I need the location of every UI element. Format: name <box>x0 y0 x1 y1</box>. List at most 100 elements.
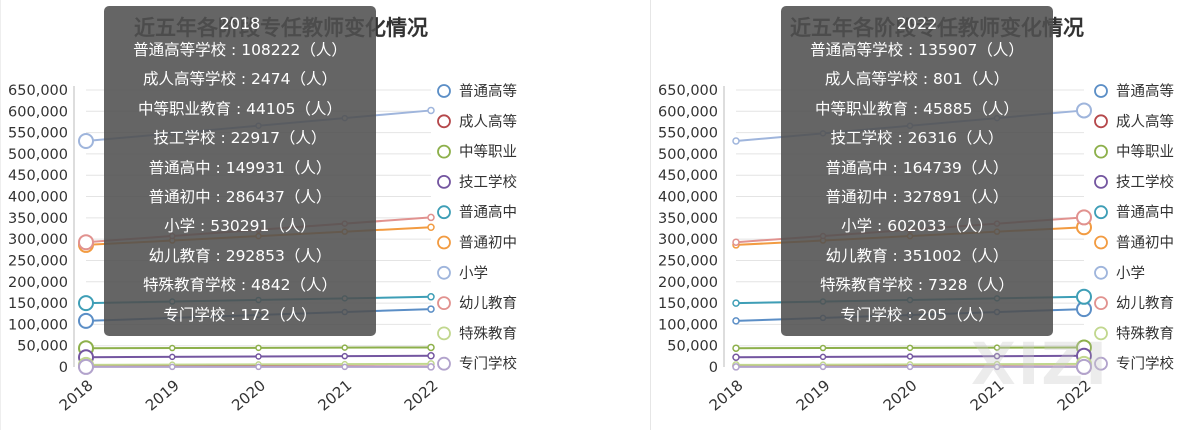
legend-label: 小学 <box>1116 265 1145 282</box>
y-tick-label: 250,000 <box>8 253 68 269</box>
data-point <box>732 353 740 361</box>
legend-label: 专门学校 <box>1116 356 1174 373</box>
data-point <box>78 133 94 150</box>
tooltip-row: 幼儿教育 : 351002（人） <box>825 246 1009 265</box>
y-tick-label: 0 <box>59 360 68 376</box>
data-point <box>427 223 435 232</box>
tooltip-row: 普通初中 : 286437（人） <box>148 188 332 207</box>
data-point <box>732 317 740 325</box>
legend-label: 幼儿教育 <box>459 295 517 312</box>
data-point <box>78 295 94 312</box>
tooltip-row: 普通高中 : 164739（人） <box>825 158 1009 177</box>
legend-marker <box>1094 265 1108 280</box>
legend-marker <box>1094 296 1108 311</box>
data-point <box>1076 209 1092 226</box>
y-tick-label: 150,000 <box>8 296 68 312</box>
data-point <box>819 353 827 361</box>
y-tick-label: 100,000 <box>8 317 68 333</box>
data-point <box>169 353 176 361</box>
legend-marker <box>437 356 451 371</box>
legend-label: 普通高等 <box>1116 82 1174 100</box>
legend-marker <box>1094 205 1108 220</box>
data-point <box>427 352 435 360</box>
y-tick-label: 350,000 <box>658 211 718 227</box>
legend-marker <box>437 144 451 159</box>
legend-marker <box>1094 326 1108 341</box>
y-tick-label: 450,000 <box>658 168 718 184</box>
data-point <box>341 352 348 360</box>
x-tick-label: 2019 <box>142 376 183 414</box>
x-tick-label: 2019 <box>793 376 834 414</box>
x-tick-label: 2021 <box>314 376 355 414</box>
data-point <box>78 312 94 329</box>
y-tick-label: 50,000 <box>667 339 718 355</box>
y-tick-label: 350,000 <box>8 211 68 227</box>
tooltip-row: 普通高中 : 149931（人） <box>148 158 332 177</box>
legend-label: 技工学校 <box>459 174 517 191</box>
y-tick-label: 550,000 <box>658 126 718 142</box>
tooltip-year: 2018 <box>219 14 261 33</box>
legend-marker <box>437 84 451 98</box>
data-point <box>341 344 348 351</box>
y-tick-label: 650,000 <box>658 83 718 99</box>
legend-marker <box>437 174 451 189</box>
y-tick-label: 300,000 <box>8 232 68 248</box>
legend-label: 幼儿教育 <box>1116 295 1174 312</box>
tooltip-row: 技工学校 : 26316（人） <box>830 129 1004 148</box>
data-point <box>1076 102 1092 119</box>
legend-label: 中等职业 <box>1116 143 1174 161</box>
data-point <box>1076 358 1092 375</box>
legend-label: 技工学校 <box>1116 174 1174 191</box>
data-point <box>427 213 435 222</box>
legend-label: 特殊教育 <box>459 325 517 342</box>
data-point <box>169 344 176 352</box>
y-tick-label: 100,000 <box>658 317 718 333</box>
legend-label: 成人高等 <box>1116 112 1174 130</box>
legend-marker <box>437 296 451 311</box>
y-tick-label: 50,000 <box>17 339 68 355</box>
data-point <box>993 344 1001 351</box>
tooltip-row: 幼儿教育 : 292853（人） <box>148 246 332 265</box>
tooltip-row: 中等职业教育 : 45885（人） <box>815 99 1019 118</box>
legend-marker <box>1094 174 1108 189</box>
data-point <box>427 305 435 313</box>
tooltip-row: 专门学校 : 172（人） <box>163 305 317 324</box>
tooltip-row: 成人高等学校 : 2474（人） <box>142 70 338 89</box>
data-point <box>427 343 435 352</box>
legend-marker <box>1094 235 1108 250</box>
tooltip-row: 小学 : 530291（人） <box>164 217 316 236</box>
legend-marker <box>1094 114 1108 129</box>
y-tick-label: 650,000 <box>8 83 68 99</box>
data-point <box>255 344 262 352</box>
x-tick-label: 2020 <box>228 376 269 414</box>
legend-label: 中等职业 <box>459 143 517 161</box>
data-point <box>78 358 94 375</box>
legend-marker <box>437 235 451 250</box>
data-point <box>732 363 740 371</box>
tooltip-row: 专门学校 : 205（人） <box>840 305 994 324</box>
y-tick-label: 600,000 <box>658 104 718 120</box>
data-point <box>906 344 914 352</box>
data-point <box>732 299 740 307</box>
data-point <box>906 363 914 371</box>
legend-marker <box>1094 84 1108 98</box>
y-tick-label: 300,000 <box>658 232 718 248</box>
tooltip-row: 普通高等学校 : 108222（人） <box>133 41 347 59</box>
legend-marker <box>437 265 451 280</box>
data-point <box>78 234 94 251</box>
chart-panel-2018: 近五年各阶段专任教师变化情况650,000600,000550,000500,0… <box>0 0 537 430</box>
legend-label: 普通初中 <box>459 235 517 252</box>
x-tick-label: 2020 <box>880 376 921 414</box>
y-tick-label: 600,000 <box>8 104 68 120</box>
tooltip-row: 普通高等学校 : 135907（人） <box>810 41 1024 59</box>
y-tick-label: 400,000 <box>658 190 718 206</box>
chart-tooltip: 2018 普通高等学校 : 108222（人） 成人高等学校 : 2474（人）… <box>104 6 376 336</box>
tooltip-row: 特殊教育学校 : 4842（人） <box>142 276 338 295</box>
legend-label: 普通高等 <box>459 82 517 100</box>
legend-label: 普通初中 <box>1116 235 1174 252</box>
y-tick-label: 150,000 <box>658 296 718 312</box>
x-tick-label: 2018 <box>706 376 747 414</box>
tooltip-row: 普通初中 : 327891（人） <box>825 188 1009 207</box>
y-tick-label: 0 <box>709 360 718 376</box>
legend-marker <box>437 326 451 341</box>
